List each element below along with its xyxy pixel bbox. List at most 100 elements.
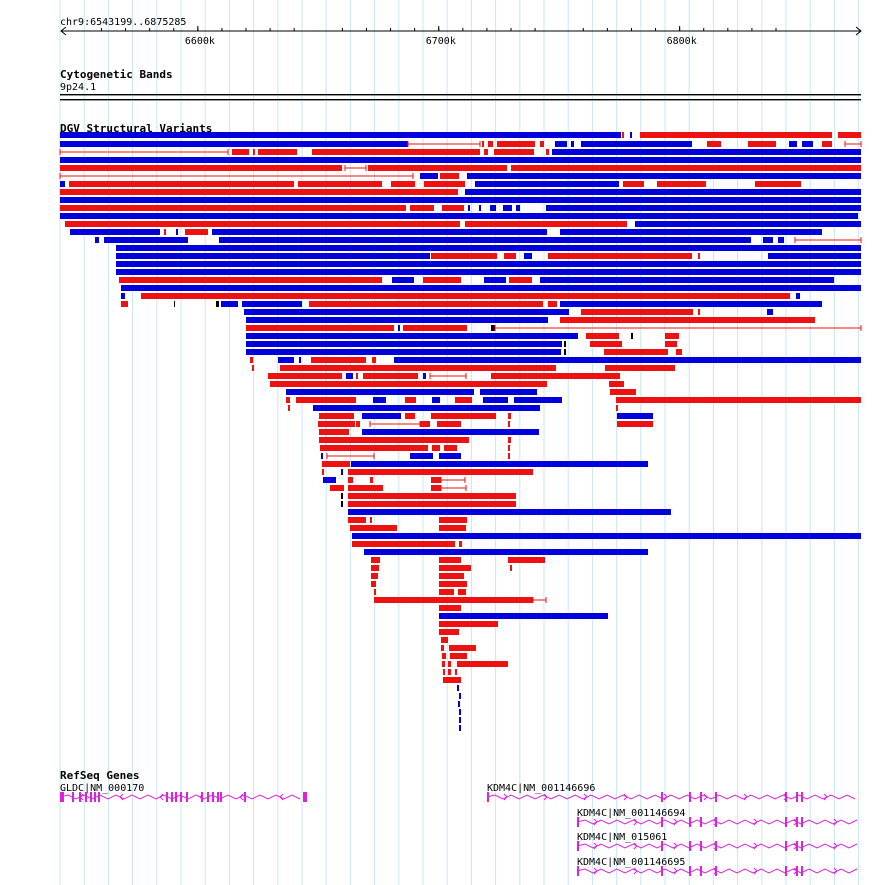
dgv-variant-row[interactable] (60, 141, 862, 147)
dgv-variant-row[interactable] (371, 557, 545, 563)
dgv-variant-row[interactable] (442, 653, 467, 659)
dgv-variant-row[interactable] (319, 413, 653, 419)
dgv-variant-row[interactable] (319, 437, 511, 443)
dgv-loss-variant (164, 229, 166, 235)
dgv-variant-row[interactable] (319, 429, 539, 435)
dgv-variant-row[interactable] (320, 445, 510, 451)
dgv-variant-row[interactable] (246, 333, 679, 339)
dgv-variant-row[interactable] (371, 581, 467, 587)
dgv-loss-variant (246, 325, 394, 331)
dgv-variant-row[interactable] (246, 325, 862, 331)
dgv-variant-row[interactable] (60, 189, 861, 195)
dgv-loss-variant (440, 173, 459, 179)
dgv-loss-variant (609, 381, 624, 387)
refseq-gene[interactable]: KDM4C|NM_001146694 (576, 808, 858, 827)
dgv-gain-variant (468, 205, 470, 211)
dgv-variant-row[interactable] (350, 525, 466, 531)
dgv-variant-row[interactable] (318, 421, 653, 427)
dgv-variant-row[interactable] (459, 725, 461, 731)
dgv-variant-row[interactable] (439, 605, 461, 611)
dgv-variant-row[interactable] (116, 261, 861, 267)
dgv-variant-row[interactable] (60, 197, 861, 203)
dgv-variant-row[interactable] (441, 637, 448, 643)
dgv-features[interactable] (59, 132, 862, 731)
dgv-variant-row[interactable] (323, 477, 466, 483)
dgv-variant-row[interactable] (441, 645, 476, 651)
dgv-loss-variant (348, 493, 516, 499)
dgv-variant-row[interactable] (268, 373, 620, 379)
dgv-variant-row[interactable] (330, 485, 467, 491)
dgv-variant-row[interactable] (60, 205, 861, 211)
dgv-variant-row[interactable] (286, 397, 861, 403)
refseq-gene[interactable]: KDM4C|NM_001146695 (576, 857, 858, 876)
dgv-variant-row[interactable] (442, 661, 508, 667)
dgv-variant-row[interactable] (371, 565, 512, 571)
dgv-gain-variant (540, 277, 834, 283)
dgv-variant-row[interactable] (457, 685, 459, 691)
dgv-variant-row[interactable] (371, 573, 464, 579)
dgv-variant-row[interactable] (65, 221, 861, 227)
dgv-variant-row[interactable] (60, 181, 801, 187)
dgv-variant-row[interactable] (252, 365, 675, 371)
dgv-variant-row[interactable] (341, 493, 516, 499)
dgv-variant-row[interactable] (322, 469, 533, 475)
dgv-loss-variant (65, 221, 460, 227)
dgv-loss-variant (309, 301, 543, 307)
dgv-variant-row[interactable] (59, 173, 861, 179)
dgv-variant-row[interactable] (341, 501, 516, 507)
dgv-variant-row[interactable] (286, 389, 636, 395)
dgv-loss-variant (676, 349, 682, 355)
dgv-variant-row[interactable] (116, 245, 861, 251)
dgv-variant-row[interactable] (352, 541, 462, 547)
dgv-variant-row[interactable] (246, 341, 677, 347)
dgv-variant-row[interactable] (119, 277, 834, 283)
dgv-variant-row[interactable] (121, 301, 822, 307)
dgv-variant-row[interactable] (246, 317, 815, 323)
dgv-variant-row[interactable] (459, 717, 461, 723)
refseq-gene[interactable]: KDM4C|NM_015061 (576, 832, 858, 851)
dgv-variant-row[interactable] (374, 589, 466, 595)
dgv-variant-row[interactable] (244, 309, 773, 315)
gene-label: KDM4C|NM_015061 (577, 832, 667, 843)
dgv-variant-row[interactable] (443, 669, 457, 675)
dgv-variant-row[interactable] (60, 213, 858, 219)
dgv-variant-row[interactable] (348, 517, 467, 523)
dgv-variant-row[interactable] (439, 621, 498, 627)
dgv-variant-row[interactable] (60, 132, 861, 138)
dgv-variant-row[interactable] (116, 269, 861, 275)
dgv-variant-row[interactable] (458, 701, 460, 707)
dgv-variant-row[interactable] (60, 157, 861, 163)
dgv-variant-row[interactable] (60, 165, 861, 171)
dgv-loss-variant (822, 141, 832, 147)
dgv-variant-row[interactable] (59, 149, 861, 155)
dgv-variant-row[interactable] (459, 709, 461, 715)
dgv-gain-variant (341, 469, 343, 475)
dgv-loss-variant (439, 517, 467, 523)
dgv-variant-row[interactable] (374, 597, 547, 603)
dgv-variant-row[interactable] (288, 405, 618, 411)
dgv-gain-variant (60, 157, 861, 163)
dgv-variant-row[interactable] (246, 349, 682, 355)
dgv-variant-row[interactable] (95, 237, 862, 243)
dgv-variant-row[interactable] (443, 677, 461, 683)
dgv-variant-row[interactable] (116, 253, 861, 259)
gene-label: KDM4C|NM_001146694 (577, 808, 685, 819)
dgv-variant-row[interactable] (250, 357, 861, 363)
refseq-genes[interactable]: GLDC|NM_000170 KDM4C|NM_001146696 KDM4C|NM… (59, 783, 858, 876)
dgv-variant-row[interactable] (121, 293, 800, 299)
dgv-variant-row[interactable] (439, 613, 608, 619)
dgv-variant-row[interactable] (459, 693, 461, 699)
dgv-variant-row[interactable] (352, 533, 861, 539)
dgv-variant-row[interactable] (270, 381, 624, 387)
dgv-variant-row[interactable] (364, 549, 648, 555)
dgv-variant-row[interactable] (70, 229, 822, 235)
dgv-variant-row[interactable] (321, 453, 510, 459)
dgv-variant-row[interactable] (348, 509, 671, 515)
dgv-variant-row[interactable] (439, 629, 459, 635)
refseq-gene[interactable]: KDM4C|NM_001146696 (486, 783, 856, 802)
dgv-variant-row[interactable] (121, 285, 861, 291)
refseq-gene[interactable]: GLDC|NM_000170 (59, 783, 307, 802)
dgv-variant-row[interactable] (322, 461, 648, 467)
gene-exon (577, 866, 579, 876)
